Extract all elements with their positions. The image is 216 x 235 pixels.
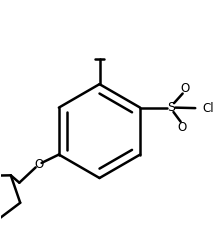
Text: O: O (180, 82, 189, 95)
Text: S: S (167, 101, 175, 114)
Text: O: O (178, 121, 187, 134)
Text: Cl: Cl (202, 102, 214, 115)
Text: O: O (34, 158, 43, 171)
